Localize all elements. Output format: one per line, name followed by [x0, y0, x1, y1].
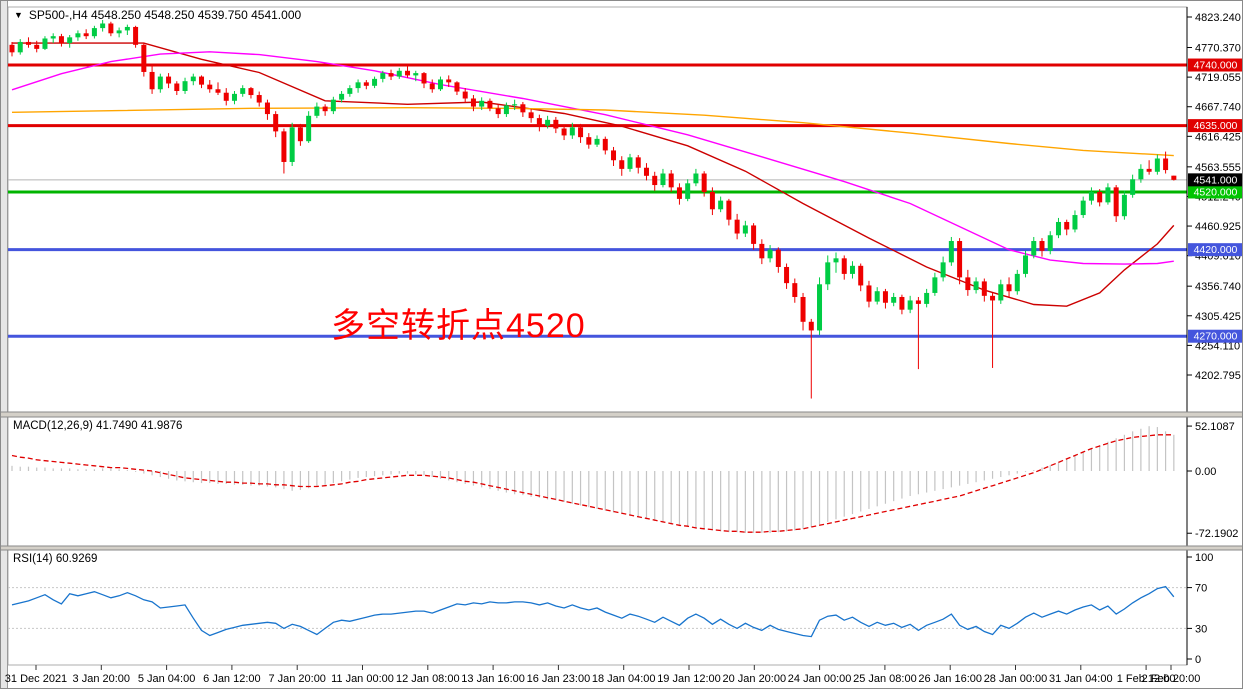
svg-text:100: 100	[1195, 552, 1213, 564]
panel-frames	[7, 6, 1188, 666]
svg-text:4719.055: 4719.055	[1195, 72, 1241, 84]
svg-text:2 Feb 20:00: 2 Feb 20:00	[1142, 673, 1201, 685]
chart-text-annotation[interactable]: 多空转折点4520	[331, 307, 586, 345]
level-price-badge	[1188, 185, 1242, 199]
ma-magenta-line	[11, 51, 1174, 265]
svg-text:4420.000: 4420.000	[1194, 244, 1238, 256]
horizontal-levels	[8, 63, 1187, 338]
level-price-badge	[1188, 58, 1242, 72]
rsi-line	[11, 585, 1175, 638]
svg-text:4520.000: 4520.000	[1194, 186, 1238, 198]
svg-text:-72.1902: -72.1902	[1195, 528, 1238, 540]
svg-text:4740.000: 4740.000	[1194, 60, 1238, 72]
symbol-ohlc-title: SP500-,H4 4548.250 4548.250 4539.750 454…	[28, 8, 302, 22]
svg-text:4202.795: 4202.795	[1195, 370, 1241, 382]
price-axis: 4823.240 4770.370 4719.055 4667.740 4616.425…	[1186, 7, 1242, 665]
svg-text:4563.555: 4563.555	[1195, 162, 1241, 174]
svg-text:7 Jan 20:00: 7 Jan 20:00	[268, 673, 326, 685]
panel-dividers	[1, 411, 1242, 551]
svg-text:26 Jan 16:00: 26 Jan 16:00	[918, 673, 982, 685]
svg-text:4270.000: 4270.000	[1194, 331, 1238, 343]
current-price-badge	[1188, 173, 1242, 187]
svg-text:4541.000: 4541.000	[1194, 174, 1238, 186]
svg-text:4356.740: 4356.740	[1195, 281, 1241, 293]
level-price-badge	[1188, 119, 1242, 133]
svg-text:31 Jan 04:00: 31 Jan 04:00	[1049, 673, 1113, 685]
svg-text:31 Dec 2021: 31 Dec 2021	[5, 673, 67, 685]
svg-text:18 Jan 04:00: 18 Jan 04:00	[592, 673, 656, 685]
svg-text:25 Jan 08:00: 25 Jan 08:00	[853, 673, 917, 685]
candlestick-series	[9, 20, 1177, 399]
svg-text:16 Jan 23:00: 16 Jan 23:00	[527, 673, 591, 685]
svg-text:4635.000: 4635.000	[1194, 120, 1238, 132]
svg-text:11 Jan 00:00: 11 Jan 00:00	[331, 673, 394, 685]
level-price-badge	[1188, 243, 1242, 257]
window-frame	[1, 1, 8, 688]
svg-text:4770.370: 4770.370	[1195, 43, 1241, 55]
macd-indicator-label: MACD(12,26,9) 41.7490 41.9876	[13, 420, 183, 432]
svg-text:0: 0	[1195, 654, 1201, 666]
svg-text:4667.740: 4667.740	[1195, 102, 1241, 114]
macd-panel: 52.1087 0.00 -72.1902	[11, 421, 1238, 540]
chevron-down-icon[interactable]: ▼	[14, 10, 23, 20]
level-price-badge	[1188, 329, 1242, 343]
svg-text:19 Jan 12:00: 19 Jan 12:00	[657, 673, 721, 685]
moving-averages	[11, 42, 1175, 307]
svg-text:70: 70	[1195, 583, 1207, 595]
svg-text:13 Jan 16:00: 13 Jan 16:00	[461, 673, 525, 685]
svg-text:6 Jan 12:00: 6 Jan 12:00	[203, 673, 261, 685]
svg-text:4616.425: 4616.425	[1195, 131, 1241, 143]
svg-text:28 Jan 00:00: 28 Jan 00:00	[984, 673, 1048, 685]
ma-red-line	[12, 42, 1175, 307]
svg-text:4254.110: 4254.110	[1195, 340, 1240, 352]
ma-orange-line	[11, 106, 1174, 157]
svg-text:4460.925: 4460.925	[1195, 221, 1241, 233]
svg-text:1 Feb 12:00: 1 Feb 12:00	[1117, 673, 1176, 685]
svg-text:4823.240: 4823.240	[1195, 12, 1241, 24]
rsi-indicator-label: RSI(14) 60.9269	[13, 553, 98, 565]
svg-text:20 Jan 20:00: 20 Jan 20:00	[722, 673, 786, 685]
time-axis: 31 Dec 2021 3 Jan 20:00 5 Jan 04:00 6 Jan 1…	[5, 665, 1201, 685]
svg-text:3 Jan 20:00: 3 Jan 20:00	[73, 673, 131, 685]
svg-text:52.1087: 52.1087	[1195, 421, 1235, 433]
svg-text:4305.425: 4305.425	[1195, 311, 1241, 323]
svg-text:12 Jan 08:00: 12 Jan 08:00	[396, 673, 460, 685]
svg-text:24 Jan 00:00: 24 Jan 00:00	[788, 673, 852, 685]
rsi-panel: 100 70 30 0	[8, 552, 1213, 666]
macd-signal-line	[11, 434, 1174, 533]
svg-text:5 Jan 04:00: 5 Jan 04:00	[138, 673, 196, 685]
svg-text:0.00: 0.00	[1195, 466, 1216, 478]
chart-header: ▼ SP500-,H4 4548.250 4548.250 4539.750 45…	[14, 8, 301, 22]
svg-text:30: 30	[1195, 623, 1207, 635]
